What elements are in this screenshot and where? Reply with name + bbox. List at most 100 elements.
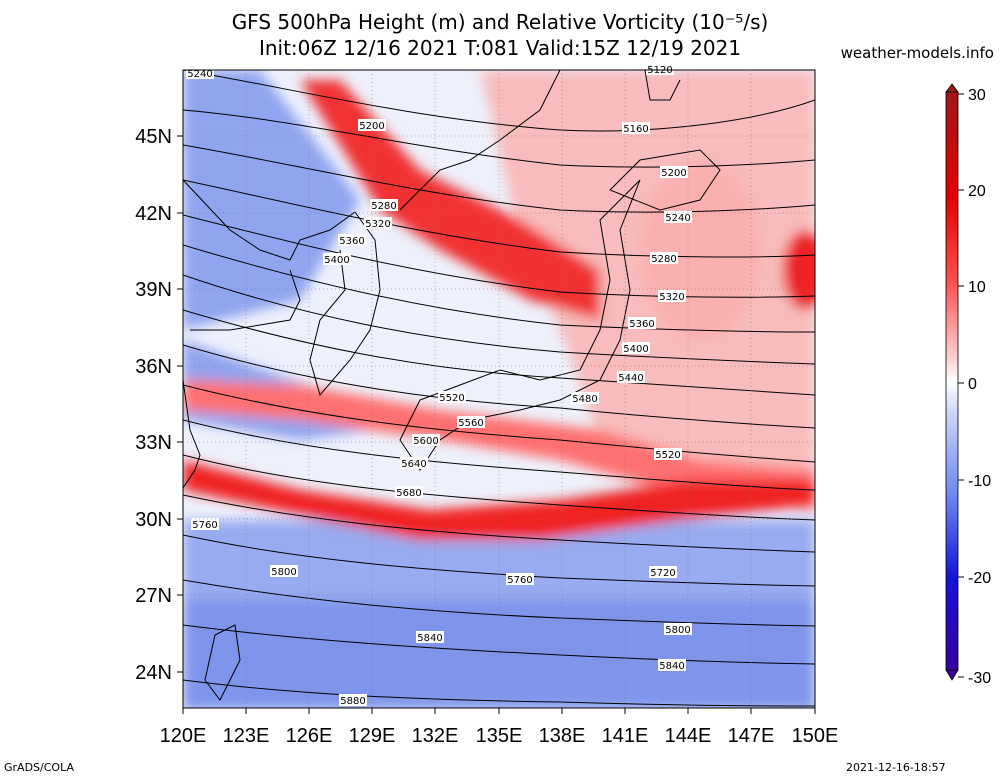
contour-label-text: 5200	[661, 168, 686, 179]
contour-label-text: 5720	[650, 568, 675, 579]
contour-label: 5600	[412, 434, 440, 447]
contour-label-text: 5760	[192, 520, 217, 531]
lon-tick-label: 144E	[665, 725, 712, 747]
contour-label-text: 5800	[271, 567, 296, 578]
colorbar: 30 20 10 0 -10 -20 -30	[945, 83, 991, 687]
contour-label: 5640	[400, 457, 428, 470]
contour-label: 5680	[395, 486, 423, 499]
contour-label: 5400	[622, 342, 650, 355]
footer-credit: GrADS/COLA	[4, 761, 74, 774]
contour-label: 5480	[571, 392, 599, 405]
contour-label: 5520	[654, 448, 682, 461]
contour-label-text: 5880	[340, 696, 365, 707]
japan-coast	[399, 179, 641, 471]
contour-label-text: 5800	[665, 625, 690, 636]
lon-tick-label: 147E	[728, 725, 775, 747]
contour-label-text: 5560	[458, 418, 483, 429]
contour-label-text: 5280	[371, 201, 396, 212]
colorbar-tick-label: -30	[968, 670, 991, 687]
contour-label: 5360	[338, 234, 366, 247]
lat-tick-label: 45N	[135, 126, 172, 148]
lon-tick-label: 132E	[412, 725, 459, 747]
height-contours	[183, 70, 815, 707]
hokkaido-coast	[609, 149, 721, 211]
contour-label-text: 5360	[339, 236, 364, 247]
lat-tick-label: 27N	[135, 585, 172, 607]
lon-tick-label: 123E	[223, 725, 270, 747]
contour-label: 5200	[660, 166, 688, 179]
lon-tick-label: 138E	[539, 725, 586, 747]
lon-tick-label: 141E	[602, 725, 649, 747]
contour-label: 5440	[617, 371, 645, 384]
contour-label: 5320	[658, 290, 686, 303]
contour-label: 5240	[186, 67, 214, 80]
contour-label-text: 5520	[655, 450, 680, 461]
vorticity-field	[183, 70, 815, 708]
colorbar-tick-label: -20	[968, 570, 991, 587]
contour-label: 5840	[658, 659, 686, 672]
lon-tick-label: 126E	[286, 725, 333, 747]
contour-label: 5720	[649, 566, 677, 579]
coastlines	[183, 70, 721, 701]
china-coast	[183, 179, 356, 489]
contour-label-text: 5280	[651, 254, 676, 265]
colorbar-tick-label: -10	[968, 473, 991, 490]
contour-label-text: 5240	[665, 213, 690, 224]
contour-label: 5240	[664, 211, 692, 224]
contour-label-text: 5520	[439, 393, 464, 404]
contour-label-text: 5680	[396, 488, 421, 499]
footer-timestamp: 2021-12-16-18:57	[846, 761, 946, 774]
taiwan-coast	[204, 624, 241, 701]
contour-label-text: 5400	[324, 255, 349, 266]
colorbar-tick-label: 20	[968, 183, 986, 200]
lat-tick-label: 24N	[135, 662, 172, 684]
contour-label-text: 5360	[629, 319, 654, 330]
contour-label-text: 5160	[623, 124, 648, 135]
contour-label-text: 5320	[659, 292, 684, 303]
lon-tick-label: 135E	[476, 725, 523, 747]
contour-label: 5360	[628, 317, 656, 330]
colorbar-tick-label: 30	[968, 87, 986, 104]
lat-tick-label: 30N	[135, 509, 172, 531]
contour-label-text: 5320	[365, 219, 390, 230]
contour-label-text: 5400	[623, 344, 648, 355]
colorbar-tick-label: 10	[968, 279, 986, 296]
colorbar-tick-label: 0	[968, 376, 977, 393]
lon-tick-label: 150E	[792, 725, 839, 747]
russia-coast	[399, 70, 681, 211]
contour-label: 5840	[416, 631, 444, 644]
contour-label-text: 5640	[401, 459, 426, 470]
contour-label: 5760	[506, 573, 534, 586]
lat-tick-label: 33N	[135, 432, 172, 454]
contour-label-text: 5760	[507, 575, 532, 586]
lon-tick-label: 129E	[349, 725, 396, 747]
contour-label: 5280	[370, 199, 398, 212]
graticule	[183, 70, 815, 708]
lat-tick-label: 42N	[135, 203, 172, 225]
title-line1: GFS 500hPa Height (m) and Relative Vorti…	[231, 10, 769, 34]
contour-label: 5520	[438, 391, 466, 404]
contour-label-text: 5480	[572, 394, 597, 405]
korea-coast	[309, 211, 381, 397]
contour-label: 5280	[650, 252, 678, 265]
contour-label-text: 5840	[659, 661, 684, 672]
contour-label-text: 5440	[618, 373, 643, 384]
lon-tick-label: 120E	[160, 725, 207, 747]
lat-tick-label: 36N	[135, 356, 172, 378]
contour-label: 5560	[457, 416, 485, 429]
contour-label: 5880	[339, 694, 367, 707]
contour-label: 5320	[364, 217, 392, 230]
contour-label: 5800	[664, 623, 692, 636]
contour-label: 5160	[622, 122, 650, 135]
contour-label-text: 5240	[187, 69, 212, 80]
title-line2: Init:06Z 12/16 2021 T:081 Valid:15Z 12/1…	[258, 36, 742, 60]
contour-label-text: 5840	[417, 633, 442, 644]
watermark: weather-models.info	[840, 44, 994, 62]
lat-tick-label: 39N	[135, 279, 172, 301]
contour-label: 5760	[191, 518, 219, 531]
longitude-axis: 120E 123E 126E 129E 132E 135E 138E 141E 144E 147E…	[160, 708, 839, 747]
contour-label-text: 5600	[413, 436, 438, 447]
latitude-axis: 45N 42N 39N 36N 33N 30N 27N 24N	[135, 126, 183, 684]
contour-label: 5800	[270, 565, 298, 578]
